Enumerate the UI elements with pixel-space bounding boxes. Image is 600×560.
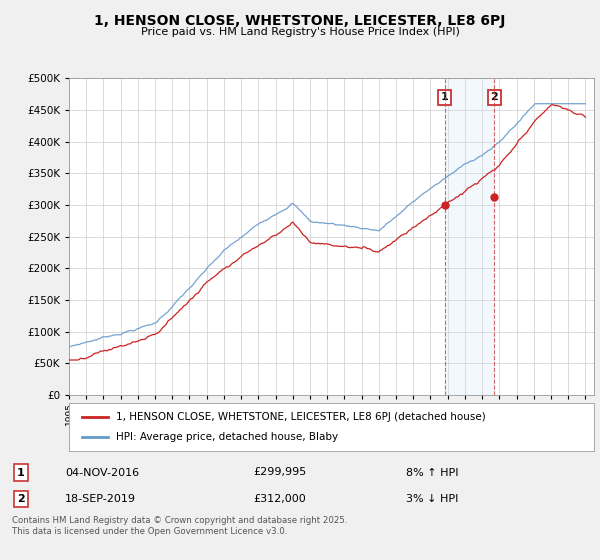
Text: 8% ↑ HPI: 8% ↑ HPI (406, 468, 458, 478)
Text: 3% ↓ HPI: 3% ↓ HPI (406, 494, 458, 504)
Text: 2: 2 (490, 92, 498, 102)
Text: £312,000: £312,000 (253, 494, 306, 504)
Text: HPI: Average price, detached house, Blaby: HPI: Average price, detached house, Blab… (116, 432, 338, 442)
Text: 1: 1 (441, 92, 449, 102)
Text: £299,995: £299,995 (253, 468, 306, 478)
Text: 04-NOV-2016: 04-NOV-2016 (65, 468, 139, 478)
Bar (445, 78, 494, 395)
Text: 1, HENSON CLOSE, WHETSTONE, LEICESTER, LE8 6PJ (detached house): 1, HENSON CLOSE, WHETSTONE, LEICESTER, L… (116, 412, 486, 422)
Text: 18-SEP-2019: 18-SEP-2019 (65, 494, 136, 504)
Text: 1: 1 (17, 468, 25, 478)
Text: Contains HM Land Registry data © Crown copyright and database right 2025.
This d: Contains HM Land Registry data © Crown c… (12, 516, 347, 536)
Text: 1, HENSON CLOSE, WHETSTONE, LEICESTER, LE8 6PJ: 1, HENSON CLOSE, WHETSTONE, LEICESTER, L… (94, 14, 506, 28)
Text: Price paid vs. HM Land Registry's House Price Index (HPI): Price paid vs. HM Land Registry's House … (140, 27, 460, 37)
Text: 2: 2 (17, 494, 25, 504)
